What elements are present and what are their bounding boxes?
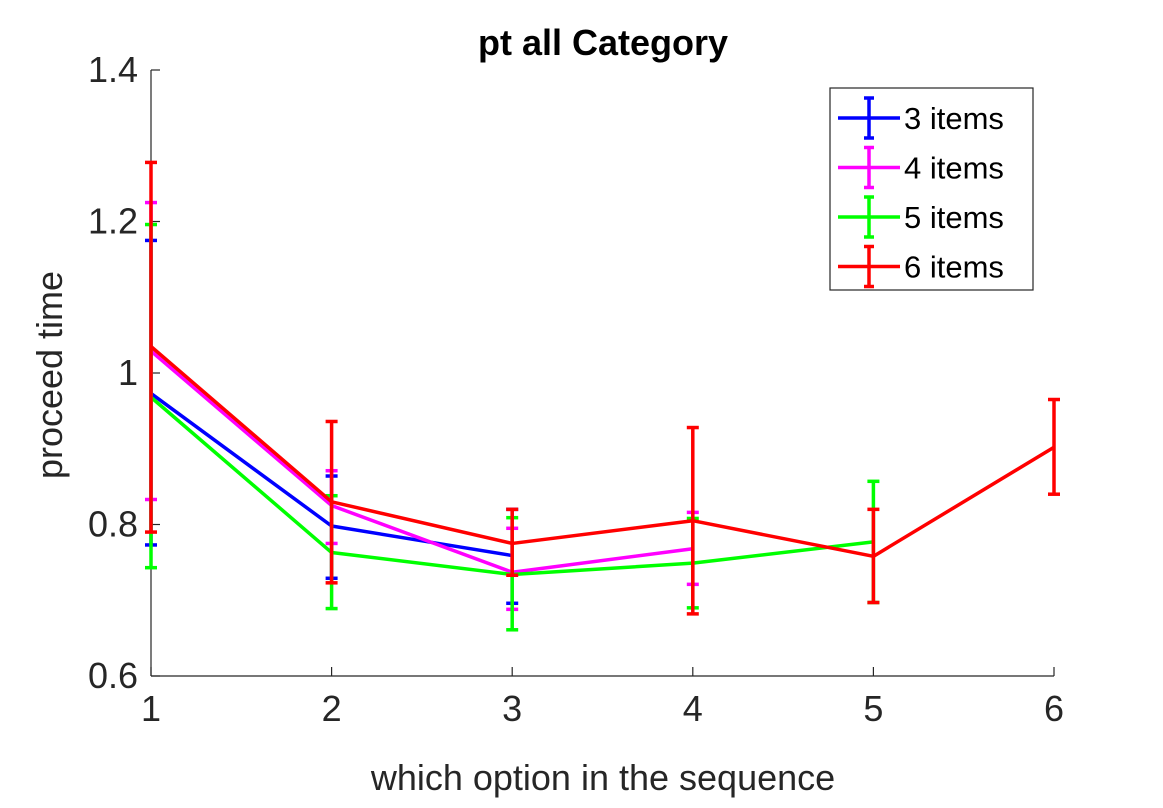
y-tick-label: 1.2 (88, 201, 138, 242)
legend: 3 items 4 items 5 items 6 items (830, 88, 1033, 290)
legend-label: 5 items (904, 200, 1004, 235)
series-line (151, 346, 1054, 556)
x-tick-label: 4 (683, 688, 703, 729)
x-tick-label: 2 (322, 688, 342, 729)
legend-label: 6 items (904, 250, 1004, 285)
x-tick-label: 5 (863, 688, 883, 729)
legend-label: 3 items (904, 101, 1004, 136)
y-tick-label: 1.4 (88, 49, 138, 90)
x-tick-label: 3 (502, 688, 522, 729)
y-tick-label: 1 (118, 352, 138, 393)
legend-label: 4 items (904, 151, 1004, 186)
error-bar (1048, 400, 1060, 495)
series-4-items (145, 203, 699, 610)
series-line (151, 351, 693, 572)
y-axis-label: proceed time (29, 271, 70, 479)
y-tick-label: 0.6 (88, 655, 138, 696)
x-axis-label: which option in the sequence (370, 757, 835, 798)
x-tick-label: 6 (1044, 688, 1064, 729)
error-bar (145, 162, 157, 532)
chart-title: pt all Category (478, 22, 728, 63)
x-tick-label: 1 (141, 688, 161, 729)
y-tick-label: 0.8 (88, 504, 138, 545)
